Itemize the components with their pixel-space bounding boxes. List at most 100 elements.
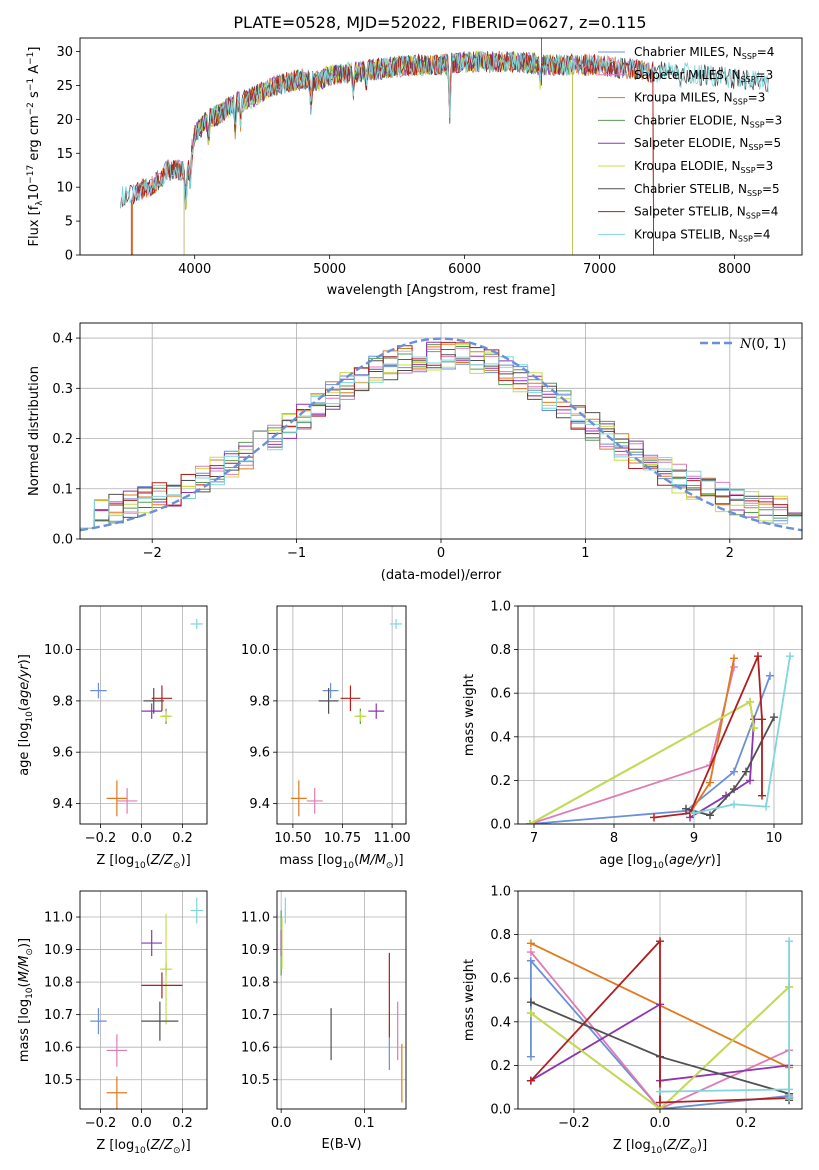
x-tick-label: 5000 [313, 262, 346, 277]
errorbar-point [340, 685, 361, 712]
panel-mass_weight_vs_age: 7 8 9 10 0.0 0.2 0.4 0.6 0.8 1.0 age [log10(age/yr… [462, 600, 803, 871]
y-axis-label: mass [log10(M/M⊙)] [17, 938, 35, 1062]
x-axis-label: Z [log10(Z/Z⊙)] [96, 853, 190, 871]
y-tick-label: 1.0 [490, 600, 511, 615]
y-tick-label: 10.0 [44, 643, 73, 658]
x-tick-label: −0.2 [85, 1116, 117, 1131]
weight-marker [758, 791, 766, 800]
legend-label: Kroupa STELIB, NSSP=4 [634, 227, 771, 243]
legend-label: Salpeter ELODIE, NSSP=5 [634, 136, 781, 152]
y-tick-label: 10.5 [44, 1073, 73, 1088]
errorbar-point [90, 682, 107, 699]
axes-frame [79, 890, 208, 1110]
y-tick-label: 0.4 [490, 1015, 511, 1030]
y-tick-label: 9.6 [52, 746, 73, 761]
axes-frame [276, 890, 407, 1110]
x-tick-label: 8000 [718, 262, 751, 277]
x-tick-label: 9 [690, 831, 698, 846]
weight-marker [730, 785, 738, 794]
grid [277, 606, 406, 824]
errorbar-point [322, 682, 339, 699]
y-tick-label: 20 [56, 113, 73, 128]
weight-line-chabrier-miles [529, 675, 771, 824]
errorbar-point [290, 780, 307, 817]
errorbar-point [141, 972, 183, 999]
y-tick-label: 11.0 [44, 911, 73, 926]
plot-area [80, 337, 802, 532]
y-tick-label: 9.8 [52, 694, 73, 709]
y-tick-label: 0.8 [490, 928, 511, 943]
weight-marker [682, 804, 690, 813]
y-tick-label: 5 [65, 215, 73, 230]
x-tick-label: 7000 [583, 262, 616, 277]
x-tick-label: 8 [610, 831, 618, 846]
legend-label: Kroupa ELODIE, NSSP=3 [634, 159, 773, 175]
y-tick-label: 9.8 [249, 694, 270, 709]
panel-age_vs_Z: −0.2 0.0 0.2 9.4 9.6 9.8 10.0 Z [log10(Z/Z⊙)] ag… [17, 605, 208, 871]
y-tick-label: 0.0 [52, 533, 73, 548]
errorbar-point [90, 1008, 107, 1035]
errorbar-point [151, 685, 173, 712]
weight-marker [526, 1076, 535, 1085]
spectrum-line-chabrier-stelib [120, 51, 769, 209]
x-axis-label: age [log10(age/yr)] [599, 853, 721, 871]
errorbar-point [106, 1076, 128, 1109]
weight-marker [706, 811, 714, 820]
weight-marker [746, 697, 754, 706]
weight-marker [526, 998, 535, 1007]
x-tick-label: 10.50 [274, 831, 311, 846]
x-tick-label: 0.0 [131, 831, 152, 846]
errorbar-point [141, 930, 162, 957]
weight-marker [762, 802, 770, 811]
y-tick-label: 10.6 [44, 1041, 73, 1056]
axes-frame [79, 322, 803, 540]
errorbar-point [143, 688, 164, 714]
errorbar-point [159, 913, 173, 1025]
legend-label: Kroupa MILES, NSSP=3 [634, 91, 765, 107]
x-tick-label: 6000 [448, 262, 481, 277]
axes-frame [79, 37, 803, 256]
histogram-kroupa-elodie [80, 344, 802, 529]
x-axis-label: E(B-V) [321, 1137, 361, 1152]
x-tick-label: −0.2 [558, 1116, 590, 1131]
y-tick-label: 10.6 [241, 1041, 270, 1056]
weight-marker [785, 1094, 794, 1103]
x-tick-label: 7 [530, 831, 538, 846]
weight-marker [742, 767, 750, 776]
errorbar-point [141, 1001, 179, 1041]
y-tick-label: 0.6 [490, 972, 511, 987]
weight-marker [785, 1085, 794, 1094]
weight-marker [526, 1052, 535, 1061]
y-tick-label: 25 [56, 79, 73, 94]
legend-label: Chabrier MILES, NSSP=4 [634, 45, 774, 61]
panel-age_vs_mass: 10.50 10.75 11.00 9.4 9.6 9.8 10.0 mass [log10(… [241, 605, 411, 871]
weight-marker [656, 1098, 664, 1107]
panel-mass_vs_Z: −0.2 0.0 0.2 10.5 10.6 10.7 10.8 10.9 11.0 Z [log… [17, 890, 208, 1156]
x-tick-label: 0.0 [271, 1116, 292, 1131]
plot-area [526, 937, 794, 1109]
y-tick-label: 0 [65, 249, 73, 264]
x-axis-label: Z [log10(Z/Z⊙)] [96, 1138, 190, 1156]
x-tick-label: 0.2 [172, 831, 193, 846]
y-tick-label: 0.2 [52, 432, 73, 447]
x-tick-label: 0.2 [736, 1116, 757, 1131]
x-tick-label: 0.2 [172, 1116, 193, 1131]
weight-marker [746, 776, 754, 785]
plot-area [90, 897, 203, 1109]
plot-area [290, 618, 403, 817]
errorbar-point [318, 688, 339, 714]
weight-line-kroupa-stelib [659, 941, 790, 1099]
legend-label: Chabrier STELIB, NSSP=5 [634, 182, 780, 198]
y-tick-label: 0.3 [52, 382, 73, 397]
weight-marker [754, 652, 762, 661]
y-tick-label: 10.8 [44, 976, 73, 991]
weight-marker [526, 939, 535, 948]
grid [80, 891, 207, 1109]
y-tick-label: 0.4 [490, 730, 511, 745]
plot-area [90, 618, 203, 817]
y-axis-label: Normed distribution [27, 366, 42, 496]
weight-marker [770, 713, 778, 722]
y-tick-label: 9.4 [52, 797, 73, 812]
errorbar-point [354, 711, 367, 722]
